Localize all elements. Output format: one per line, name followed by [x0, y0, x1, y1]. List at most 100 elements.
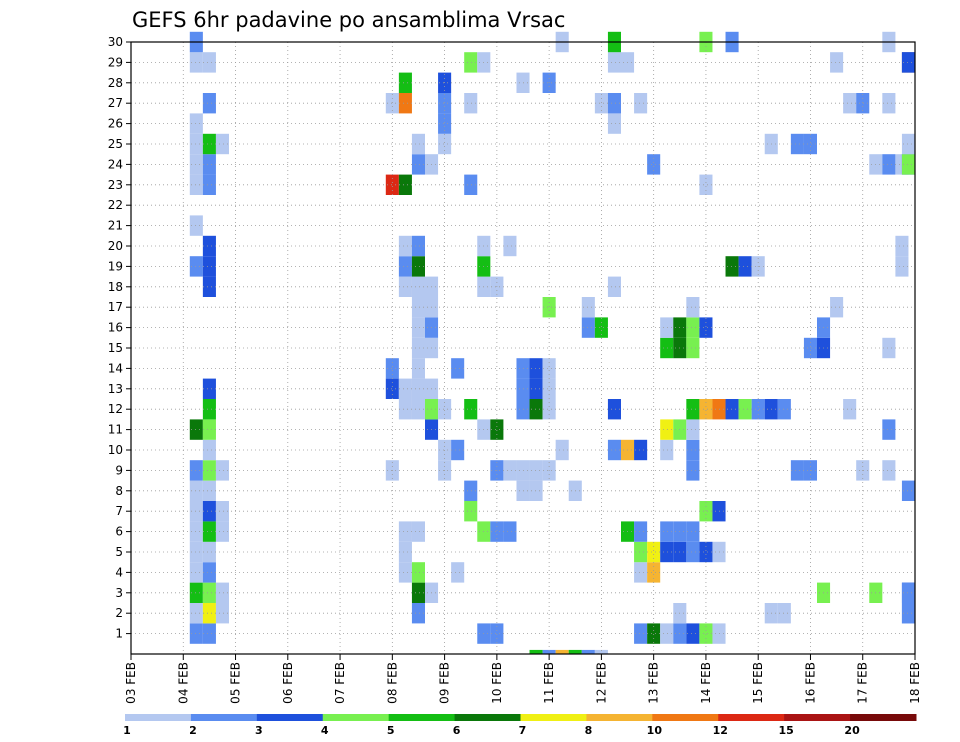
heatmap-cell	[202, 501, 216, 522]
heatmap-cell	[699, 317, 713, 338]
y-tick-label: 28	[108, 76, 123, 90]
heatmap-cell	[398, 378, 412, 399]
heatmap-cell	[555, 649, 569, 654]
y-tick-label: 5	[115, 545, 123, 559]
y-tick-label: 3	[115, 586, 123, 600]
heatmap-cell	[895, 235, 909, 257]
heatmap-cell	[464, 480, 478, 501]
heatmap-cell	[385, 358, 399, 379]
heatmap-cell	[594, 649, 608, 654]
colorbar-label: 3	[255, 724, 263, 737]
heatmap-cell	[398, 174, 412, 195]
heatmap-cell	[215, 501, 229, 522]
colorbar-label: 4	[321, 724, 329, 737]
heatmap-cell	[725, 256, 739, 277]
heatmap-cell	[385, 378, 399, 399]
heatmap-cell	[189, 501, 203, 522]
x-tick-label: 06 FEB	[281, 662, 295, 704]
y-tick-label: 8	[115, 484, 123, 498]
x-axis: 03 FEB 04 FEB 05 FEB 06 FEB 07 FEB 08 FEB 09 F…	[124, 654, 922, 704]
heatmap-cell	[647, 154, 661, 175]
heatmap-cell	[202, 93, 216, 114]
heatmap-cell	[411, 317, 425, 338]
heatmap-cell	[411, 582, 425, 603]
heatmap-cell	[202, 133, 216, 155]
heatmap-cell	[398, 93, 412, 114]
heatmap-cell	[581, 297, 595, 318]
heatmap-cell	[411, 133, 425, 155]
heatmap-cell	[542, 378, 556, 399]
heatmap-cell	[803, 133, 817, 155]
heatmap-cell	[202, 541, 216, 563]
heatmap-cell	[189, 603, 203, 624]
heatmap-cell	[634, 541, 648, 563]
y-tick-label: 18	[108, 280, 123, 294]
heatmap-cell	[202, 480, 216, 501]
heatmap-cell	[202, 562, 216, 583]
heatmap-cell	[686, 439, 700, 461]
heatmap-cell	[503, 521, 517, 542]
colorbar-label: 1	[123, 724, 131, 737]
heatmap-cell	[529, 480, 543, 501]
heatmap-cell	[830, 297, 844, 318]
heatmap-cell	[882, 154, 896, 175]
heatmap-cell	[490, 521, 504, 542]
heatmap-cell	[751, 399, 765, 420]
heatmap-cell	[503, 235, 517, 257]
heatmap-cell	[189, 521, 203, 542]
heatmap-cell	[189, 52, 203, 73]
heatmap-cell	[202, 52, 216, 73]
colorbar-swatch	[454, 714, 521, 721]
heatmap-cell	[398, 276, 412, 297]
heatmap-cell	[856, 93, 870, 114]
heatmap-cell	[660, 541, 674, 563]
heatmap-cell	[581, 649, 595, 654]
heatmap-cell	[594, 317, 608, 338]
heatmap-cell	[503, 460, 517, 481]
heatmap-cell	[385, 93, 399, 114]
heatmap-cell	[398, 72, 412, 93]
y-tick-label: 17	[108, 300, 123, 314]
heatmap-cell	[607, 52, 621, 73]
y-tick-label: 20	[108, 239, 123, 253]
x-tick-label: 14 FEB	[699, 662, 713, 704]
x-tick-label: 18 FEB	[908, 662, 922, 704]
colorbar-label: 5	[387, 724, 395, 737]
heatmap-cell	[411, 235, 425, 257]
heatmap-cell	[634, 521, 648, 542]
heatmap-cell	[411, 399, 425, 420]
heatmap-cell	[202, 603, 216, 624]
heatmap-cell	[634, 623, 648, 644]
colorbar-swatch	[190, 714, 258, 721]
y-tick-label: 7	[115, 504, 123, 518]
heatmap-cell	[699, 623, 713, 644]
heatmap-cell	[189, 215, 203, 236]
heatmap-cell	[790, 460, 804, 481]
heatmap-cell	[660, 317, 674, 338]
heatmap-cell	[803, 337, 817, 359]
heatmap-cell	[555, 439, 569, 461]
heatmap-cell	[882, 337, 896, 359]
colorbar-label: 7	[519, 724, 527, 737]
heatmap-cell	[686, 419, 700, 440]
heatmap-cell	[202, 235, 216, 257]
heatmap-cell	[830, 52, 844, 73]
heatmap-cell	[901, 52, 915, 73]
heatmap-cell	[647, 562, 661, 583]
heatmap-cell	[215, 582, 229, 603]
heatmap-cell	[901, 582, 915, 603]
y-tick-label: 2	[115, 606, 123, 620]
heatmap-cell	[202, 419, 216, 440]
y-tick-label: 30	[108, 35, 123, 49]
colorbar-label: 10	[647, 724, 663, 737]
heatmap-cell	[398, 521, 412, 542]
y-tick-label: 21	[108, 219, 123, 233]
colorbar-swatch	[388, 714, 456, 721]
x-tick-label: 10 FEB	[490, 662, 504, 704]
heatmap-cell	[738, 399, 752, 420]
heatmap-cell	[189, 154, 203, 175]
colorbar-label: 2	[189, 724, 197, 737]
y-tick-label: 14	[108, 361, 123, 375]
heatmap-cell	[607, 276, 621, 297]
heatmap-cell	[607, 399, 621, 420]
